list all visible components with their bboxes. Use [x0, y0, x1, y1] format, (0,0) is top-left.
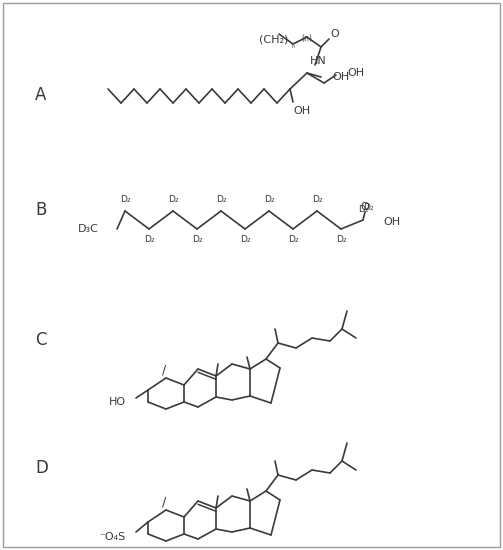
Text: D₂: D₂	[192, 235, 202, 245]
Text: D₂: D₂	[336, 235, 346, 245]
Text: OH: OH	[293, 106, 310, 116]
Text: D₂: D₂	[120, 195, 130, 205]
Text: C: C	[35, 331, 46, 349]
Text: /: /	[162, 364, 166, 377]
Text: D₂: D₂	[264, 195, 274, 205]
Text: O: O	[330, 29, 340, 39]
Text: D₂: D₂	[144, 235, 154, 245]
Text: /: /	[162, 496, 166, 509]
Text: D₂: D₂	[358, 205, 368, 213]
Text: (n): (n)	[301, 35, 312, 43]
Text: D₂: D₂	[288, 235, 298, 245]
Text: O: O	[361, 202, 369, 212]
Text: OH: OH	[383, 217, 400, 227]
Text: D₂: D₂	[240, 235, 250, 245]
Text: HN: HN	[310, 56, 327, 66]
Text: ⁻O₄S: ⁻O₄S	[100, 532, 126, 542]
Text: (CH₂): (CH₂)	[259, 34, 288, 44]
Text: B: B	[35, 201, 46, 219]
Text: OH: OH	[347, 68, 364, 78]
Text: D₂: D₂	[167, 195, 178, 205]
Text: D₂: D₂	[363, 202, 374, 212]
Text: D₃C: D₃C	[78, 224, 99, 234]
Text: ₙ: ₙ	[292, 41, 295, 51]
Text: D: D	[35, 459, 48, 477]
Text: HO: HO	[109, 397, 126, 407]
Text: OH: OH	[332, 72, 349, 82]
Text: D₂: D₂	[216, 195, 226, 205]
Text: A: A	[35, 86, 46, 104]
Text: D₂: D₂	[312, 195, 322, 205]
